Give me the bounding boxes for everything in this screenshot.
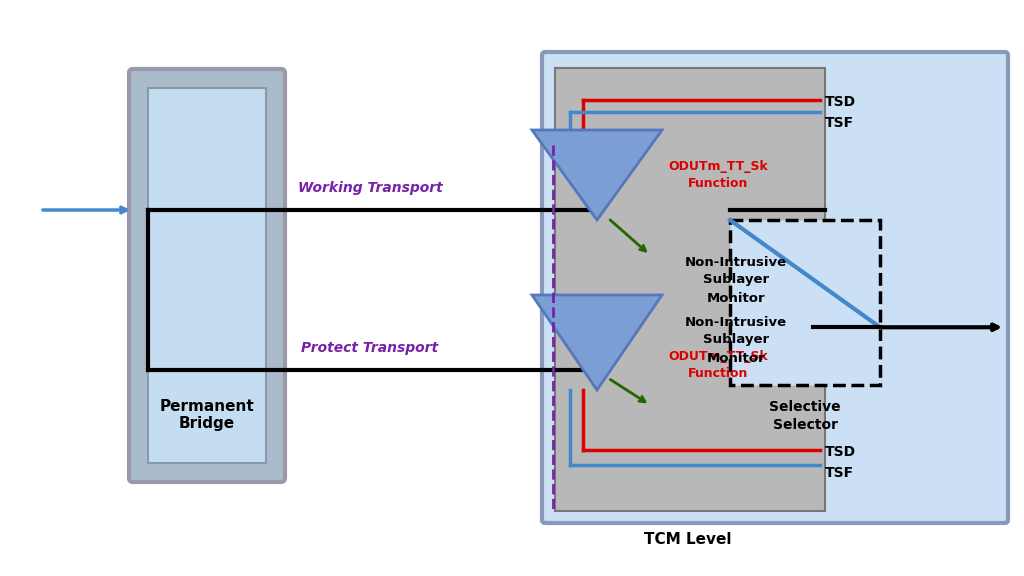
Bar <box>148 88 266 463</box>
Text: ODUTm_TT_Sk
Function: ODUTm_TT_Sk Function <box>668 160 768 190</box>
Polygon shape <box>532 130 662 220</box>
Bar <box>730 220 880 385</box>
Text: Non-Intrusive
Sublayer
Monitor: Non-Intrusive Sublayer Monitor <box>685 316 787 365</box>
Text: Protect Transport: Protect Transport <box>301 341 438 355</box>
Text: Non-Intrusive
Sublayer
Monitor: Non-Intrusive Sublayer Monitor <box>685 256 787 305</box>
Text: Selective
Selector: Selective Selector <box>769 400 841 433</box>
Text: Working Transport: Working Transport <box>298 181 442 195</box>
Text: TCM Level: TCM Level <box>644 532 732 547</box>
Text: ODUTm_TT_Sk
Function: ODUTm_TT_Sk Function <box>668 350 768 380</box>
Text: TSD
TSF: TSD TSF <box>825 95 856 130</box>
FancyBboxPatch shape <box>542 52 1008 523</box>
Bar <box>555 68 825 511</box>
Polygon shape <box>532 295 662 390</box>
Text: Permanent
Bridge: Permanent Bridge <box>160 399 254 431</box>
FancyBboxPatch shape <box>129 69 285 482</box>
Text: TSD
TSF: TSD TSF <box>825 445 856 480</box>
